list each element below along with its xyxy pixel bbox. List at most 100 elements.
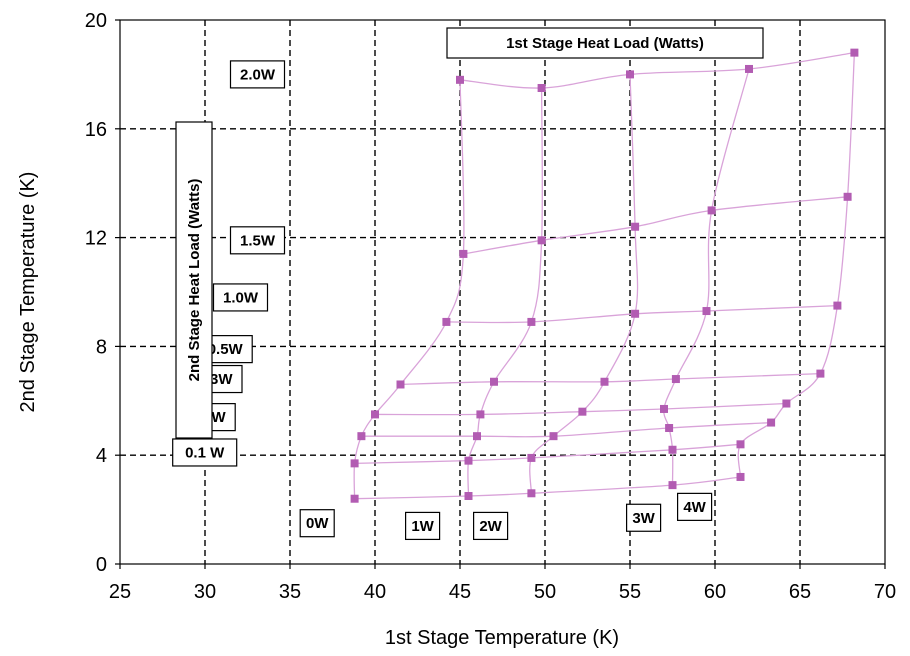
- data-point: [464, 456, 473, 465]
- data-point: [816, 369, 825, 378]
- x-tick-label: 60: [704, 581, 726, 603]
- y-axis-title: 2nd Stage Temperature (K): [17, 172, 39, 413]
- heat-load-label-box: [405, 511, 441, 541]
- y-tick-label: 4: [96, 445, 107, 467]
- data-point: [631, 222, 640, 231]
- data-point: [350, 459, 359, 468]
- data-point: [464, 492, 473, 500]
- data-point: [631, 309, 640, 318]
- x-tick-label: 25: [109, 581, 131, 603]
- series-line: [446, 304, 838, 324]
- data-point: [442, 317, 451, 326]
- first-stage-group-label-text: 1st Stage Heat Load (Watts): [506, 35, 704, 52]
- heat-load-label-text: 3W: [632, 510, 655, 527]
- data-point: [736, 440, 745, 449]
- heat-load-label-box: [676, 492, 713, 521]
- data-point: [600, 377, 609, 386]
- heat-load-label-text: 1W: [411, 518, 434, 535]
- heat-load-label-text: 2W: [479, 518, 502, 535]
- y-tick-label: 20: [85, 10, 107, 32]
- data-point: [549, 432, 558, 441]
- heat-load-label-box: [473, 511, 509, 541]
- x-tick-label: 50: [534, 581, 556, 603]
- data-point: [527, 453, 536, 462]
- heat-load-label-box: [229, 60, 286, 89]
- data-point: [537, 84, 546, 92]
- heat-load-label-text: 0W: [306, 515, 329, 532]
- data-point: [668, 481, 677, 490]
- y-tick-label: 16: [85, 119, 107, 141]
- heat-load-label: 3W: [625, 503, 662, 532]
- y-tick-label: 12: [85, 228, 107, 250]
- data-point: [668, 445, 677, 454]
- first-stage-group-label: 1st Stage Heat Load (Watts): [446, 27, 764, 59]
- data-point: [767, 418, 776, 427]
- y-tick-label: 0: [96, 554, 107, 576]
- heat-load-label: 0.1 W: [172, 438, 238, 467]
- heat-load-label-text: 1.5W: [240, 232, 276, 249]
- series-line: [737, 52, 856, 478]
- heat-load-label: 1W: [405, 511, 441, 541]
- data-point: [456, 75, 464, 84]
- x-tick-label: 35: [279, 581, 301, 603]
- second-stage-group-label: 2nd Stage Heat Load (Watts): [175, 121, 213, 439]
- marker-layer: [350, 48, 859, 503]
- data-point: [537, 236, 546, 245]
- heat-load-label: 1.5W: [229, 226, 286, 255]
- data-point: [396, 380, 405, 389]
- heat-load-label-text: 0.5W: [208, 341, 244, 358]
- heat-load-label-box: [299, 509, 335, 538]
- data-point: [371, 410, 379, 419]
- series-line: [463, 196, 848, 255]
- heat-load-label-box: [229, 226, 286, 255]
- heat-load-label-text: 2.0W: [240, 66, 276, 83]
- second-stage-group-label-text: 2nd Stage Heat Load (Watts): [186, 179, 203, 382]
- x-tick-label: 65: [789, 581, 811, 603]
- data-point: [527, 489, 536, 498]
- data-point: [782, 399, 791, 408]
- heat-load-label: 0W: [299, 509, 335, 538]
- data-point: [350, 494, 359, 503]
- heat-load-label-text: 4W: [683, 499, 706, 516]
- data-point: [476, 410, 485, 419]
- y-tick-label: 8: [96, 336, 107, 358]
- plot-frame: [119, 19, 886, 565]
- data-point: [459, 249, 468, 258]
- data-point: [843, 192, 852, 201]
- heat-load-label-box: [625, 503, 662, 532]
- data-point: [702, 307, 711, 316]
- data-point: [660, 404, 668, 413]
- x-tick-label: 40: [364, 581, 386, 603]
- data-point: [578, 407, 587, 416]
- heat-load-label: 1.0W: [212, 283, 269, 312]
- series-line: [663, 68, 750, 486]
- heat-load-label-text: 1.0W: [223, 289, 259, 306]
- data-point: [671, 375, 680, 384]
- data-point: [707, 206, 716, 215]
- series-line: [361, 421, 772, 438]
- data-point: [745, 64, 753, 73]
- data-point: [473, 432, 481, 441]
- x-axis-title: 1st Stage Temperature (K): [385, 627, 619, 649]
- series-line: [400, 372, 821, 386]
- series-line: [354, 443, 741, 465]
- x-tick-label: 45: [449, 581, 471, 603]
- series-line: [529, 74, 639, 494]
- x-tick-label: 70: [874, 581, 896, 603]
- curve-layer: [353, 51, 856, 500]
- heat-load-label-text: 0.1 W: [185, 444, 225, 461]
- heat-load-label-box: [172, 438, 238, 467]
- heat-load-label: 2.0W: [229, 60, 286, 89]
- data-point: [490, 377, 498, 386]
- grid-layer: [120, 20, 885, 564]
- heat-load-label-box: [212, 283, 269, 312]
- data-point: [357, 432, 366, 441]
- data-point: [833, 301, 842, 310]
- x-tick-label: 55: [619, 581, 641, 603]
- data-point: [850, 48, 859, 57]
- heat-load-label: 4W: [676, 492, 713, 521]
- data-point: [665, 424, 674, 432]
- data-point: [527, 317, 536, 326]
